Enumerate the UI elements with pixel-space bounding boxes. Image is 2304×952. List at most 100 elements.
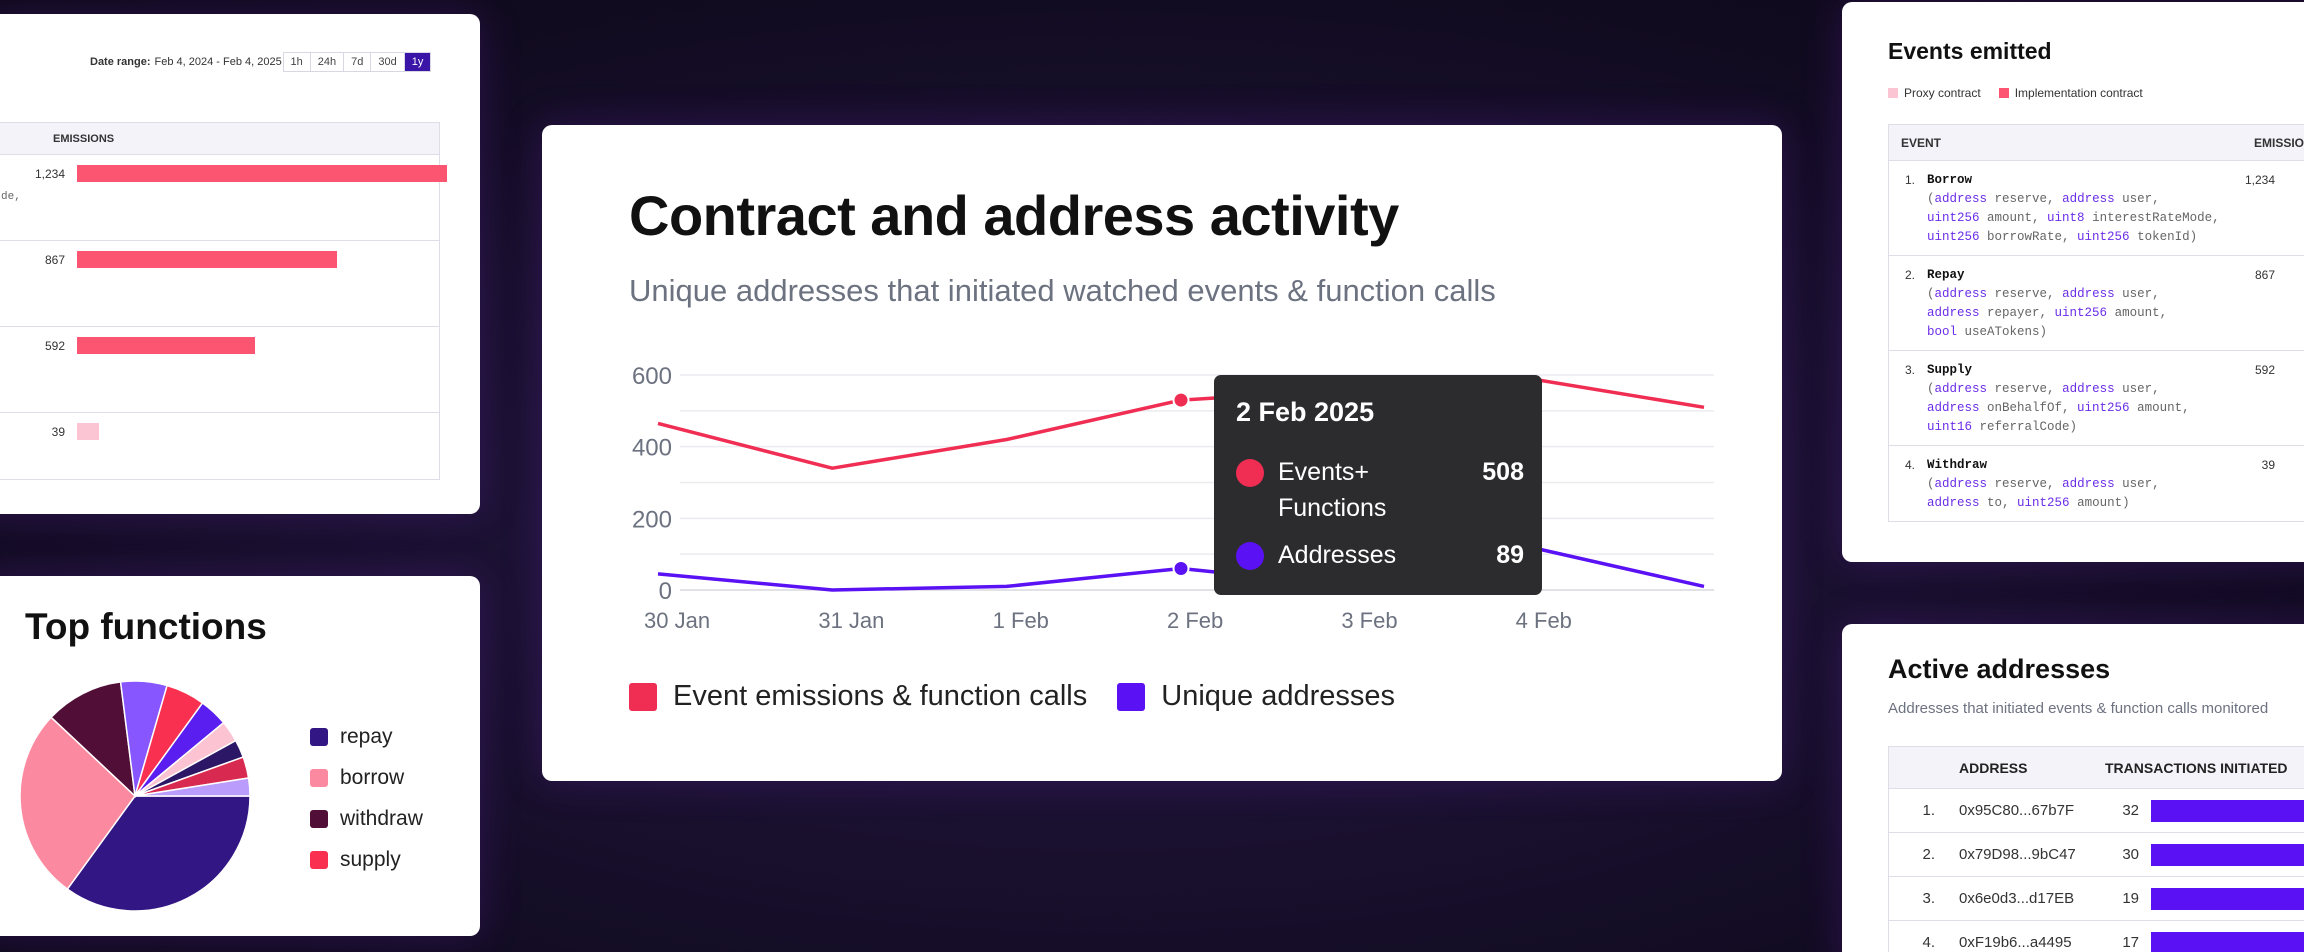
range-button-24h[interactable]: 24h — [309, 53, 344, 71]
range-button-1y[interactable]: 1y — [403, 53, 431, 71]
event-row[interactable]: 1. 1,234 Borrow (address reserve, address u… — [1889, 161, 2304, 256]
param-name: interestRateMode — [2084, 211, 2213, 225]
signature-line: uint256 amount, uint8 interestRateMode, — [1927, 209, 2247, 228]
event-number: 3. — [1905, 363, 1916, 377]
column-header-emissions[interactable]: EMISSIONS — [2254, 136, 2304, 150]
pie-slice-s10[interactable] — [134, 777, 251, 797]
signature-line: uint256 borrowRate, uint256 tokenId) — [1927, 228, 2247, 247]
event-count: 39 — [2261, 458, 2275, 472]
signature-line: address onBehalfOf, uint256 amount, — [1927, 399, 2247, 418]
address-row[interactable]: 1. 0x95C80...67b7F 32 — [1889, 789, 2304, 833]
top-functions-card: Top functions repay borrow withdraw supply — [0, 576, 480, 936]
legend-swatch-supply — [310, 850, 328, 869]
legend-item-proxy[interactable]: Proxy contract — [1888, 86, 1981, 100]
legend-item-borrow[interactable]: borrow — [310, 757, 423, 798]
events-emitted-card: Events emitted Proxy contract Implementa… — [1842, 2, 2304, 562]
event-count: 867 — [2254, 268, 2275, 282]
legend-item-addresses[interactable]: Unique addresses — [1117, 680, 1395, 713]
x-tick-label: 30 Jan — [644, 608, 710, 633]
tooltip-row-addresses: Addresses 89 — [1236, 541, 1524, 573]
signature-line: address repayer, uint256 amount, — [1927, 304, 2247, 323]
legend-item-supply[interactable]: supply — [310, 839, 423, 880]
param-name: useATokens — [1957, 325, 2040, 339]
event-row[interactable]: 2. 867 Repay (address reserve, address user… — [1889, 256, 2304, 351]
punctuation: ) — [2069, 420, 2078, 434]
punctuation: , — [2047, 382, 2063, 396]
active-addresses-header: ADDRESS TRANSACTIONS INITIATED — [1889, 747, 2304, 789]
address-row[interactable]: 3. 0x6e0d3...d17EB 19 — [1889, 877, 2304, 921]
event-name: Withdraw — [1927, 458, 1988, 472]
tooltip-addresses-label: Addresses — [1278, 541, 1397, 569]
emissions-table: EMISSIONS 1,234 de, 867 592 39 — [0, 122, 447, 480]
transactions-count: 17 — [2122, 934, 2139, 951]
column-header-event[interactable]: EVENT — [1901, 136, 1942, 150]
transactions-bar — [2151, 932, 2304, 952]
event-signature: Supply (address reserve, address user, add… — [1927, 361, 2247, 437]
column-header-address[interactable]: ADDRESS — [1959, 760, 2028, 776]
range-button-30d[interactable]: 30d — [370, 53, 404, 71]
event-name: Supply — [1927, 363, 1973, 377]
legend-swatch-proxy — [1888, 88, 1898, 98]
param-name: amount — [2069, 496, 2123, 510]
pie-slice-borrow[interactable] — [20, 716, 136, 891]
punctuation: , — [2062, 401, 2078, 415]
chart-tooltip: 2 Feb 2025 Events+ Functions 508 Address… — [1214, 375, 1542, 595]
emissions-column-header[interactable]: EMISSIONS — [0, 123, 439, 155]
emissions-bar — [77, 423, 99, 440]
address-rank: 4. — [1922, 934, 1935, 951]
address-value[interactable]: 0x95C80...67b7F — [1959, 802, 2075, 819]
punctuation: ) — [2122, 496, 2130, 510]
signature-line: (address reserve, address user, — [1927, 380, 2247, 399]
punctuation: ) — [2189, 230, 2198, 244]
param-name: borrowRate — [1979, 230, 2063, 244]
pie-slice-repay[interactable] — [66, 795, 251, 912]
punctuation: ( — [1927, 192, 1935, 206]
legend-label-proxy: Proxy contract — [1904, 86, 1981, 100]
address-row[interactable]: 4. 0xF19b6...a4495 17 — [1889, 921, 2304, 952]
legend-swatch-withdraw — [310, 809, 328, 828]
event-row[interactable]: 4. 39 Withdraw (address reserve, address us… — [1889, 446, 2304, 521]
punctuation: ) — [2039, 325, 2048, 339]
address-row[interactable]: 2. 0x79D98...9bC47 30 — [1889, 833, 2304, 877]
event-count: 592 — [2254, 363, 2275, 377]
event-number: 4. — [1905, 458, 1916, 472]
address-value[interactable]: 0x6e0d3...d17EB — [1959, 890, 2075, 907]
punctuation: , — [2212, 211, 2220, 225]
range-button-1h[interactable]: 1h — [283, 53, 310, 71]
highlight-point-1[interactable] — [1172, 560, 1190, 577]
param-type: address — [2062, 192, 2115, 206]
column-header-transactions[interactable]: TRANSACTIONS INITIATED — [2105, 760, 2288, 776]
punctuation: , — [2062, 230, 2078, 244]
param-type: address — [1934, 192, 1988, 206]
date-range-value[interactable]: Feb 4, 2024 - Feb 4, 2025 — [154, 56, 282, 68]
address-value[interactable]: 0x79D98...9bC47 — [1959, 846, 2076, 863]
legend-item-repay[interactable]: repay — [310, 716, 423, 757]
event-row[interactable]: 3. 592 Supply (address reserve, address use… — [1889, 351, 2304, 446]
signature-line: uint16 referralCode) — [1927, 418, 2247, 437]
punctuation: , — [2152, 382, 2160, 396]
param-type: uint256 — [2077, 230, 2130, 244]
transactions-count: 32 — [2122, 802, 2139, 819]
param-name: amount — [2129, 401, 2183, 415]
emissions-count: 867 — [44, 253, 65, 267]
date-range-label: Date range: — [90, 56, 151, 68]
address-value[interactable]: 0xF19b6...a4495 — [1959, 934, 2072, 951]
event-signature: Borrow (address reserve, address user, uin… — [1927, 171, 2247, 247]
highlight-point-0[interactable] — [1172, 391, 1190, 409]
punctuation: , — [2047, 192, 2063, 206]
legend-item-withdraw[interactable]: withdraw — [310, 798, 423, 839]
punctuation: , — [2152, 477, 2160, 491]
chart-subtitle: Unique addresses that initiated watched … — [629, 273, 1496, 308]
param-name: user — [2114, 287, 2153, 301]
pie-slice-withdraw[interactable] — [50, 681, 137, 798]
date-range-row: Date range: Feb 4, 2024 - Feb 4, 2025 1h… — [90, 52, 432, 72]
param-type: address — [2062, 382, 2115, 396]
legend-item-events[interactable]: Event emissions & function calls — [629, 680, 1087, 713]
param-name: to — [1979, 496, 2003, 510]
param-name: tokenId — [2129, 230, 2190, 244]
range-button-7d[interactable]: 7d — [343, 53, 371, 71]
legend-item-implementation[interactable]: Implementation contract — [1998, 86, 2143, 100]
chart-legend: Event emissions & function calls Unique … — [629, 680, 1425, 713]
legend-swatch-events — [629, 682, 657, 711]
emissions-row: 592 — [0, 327, 439, 413]
